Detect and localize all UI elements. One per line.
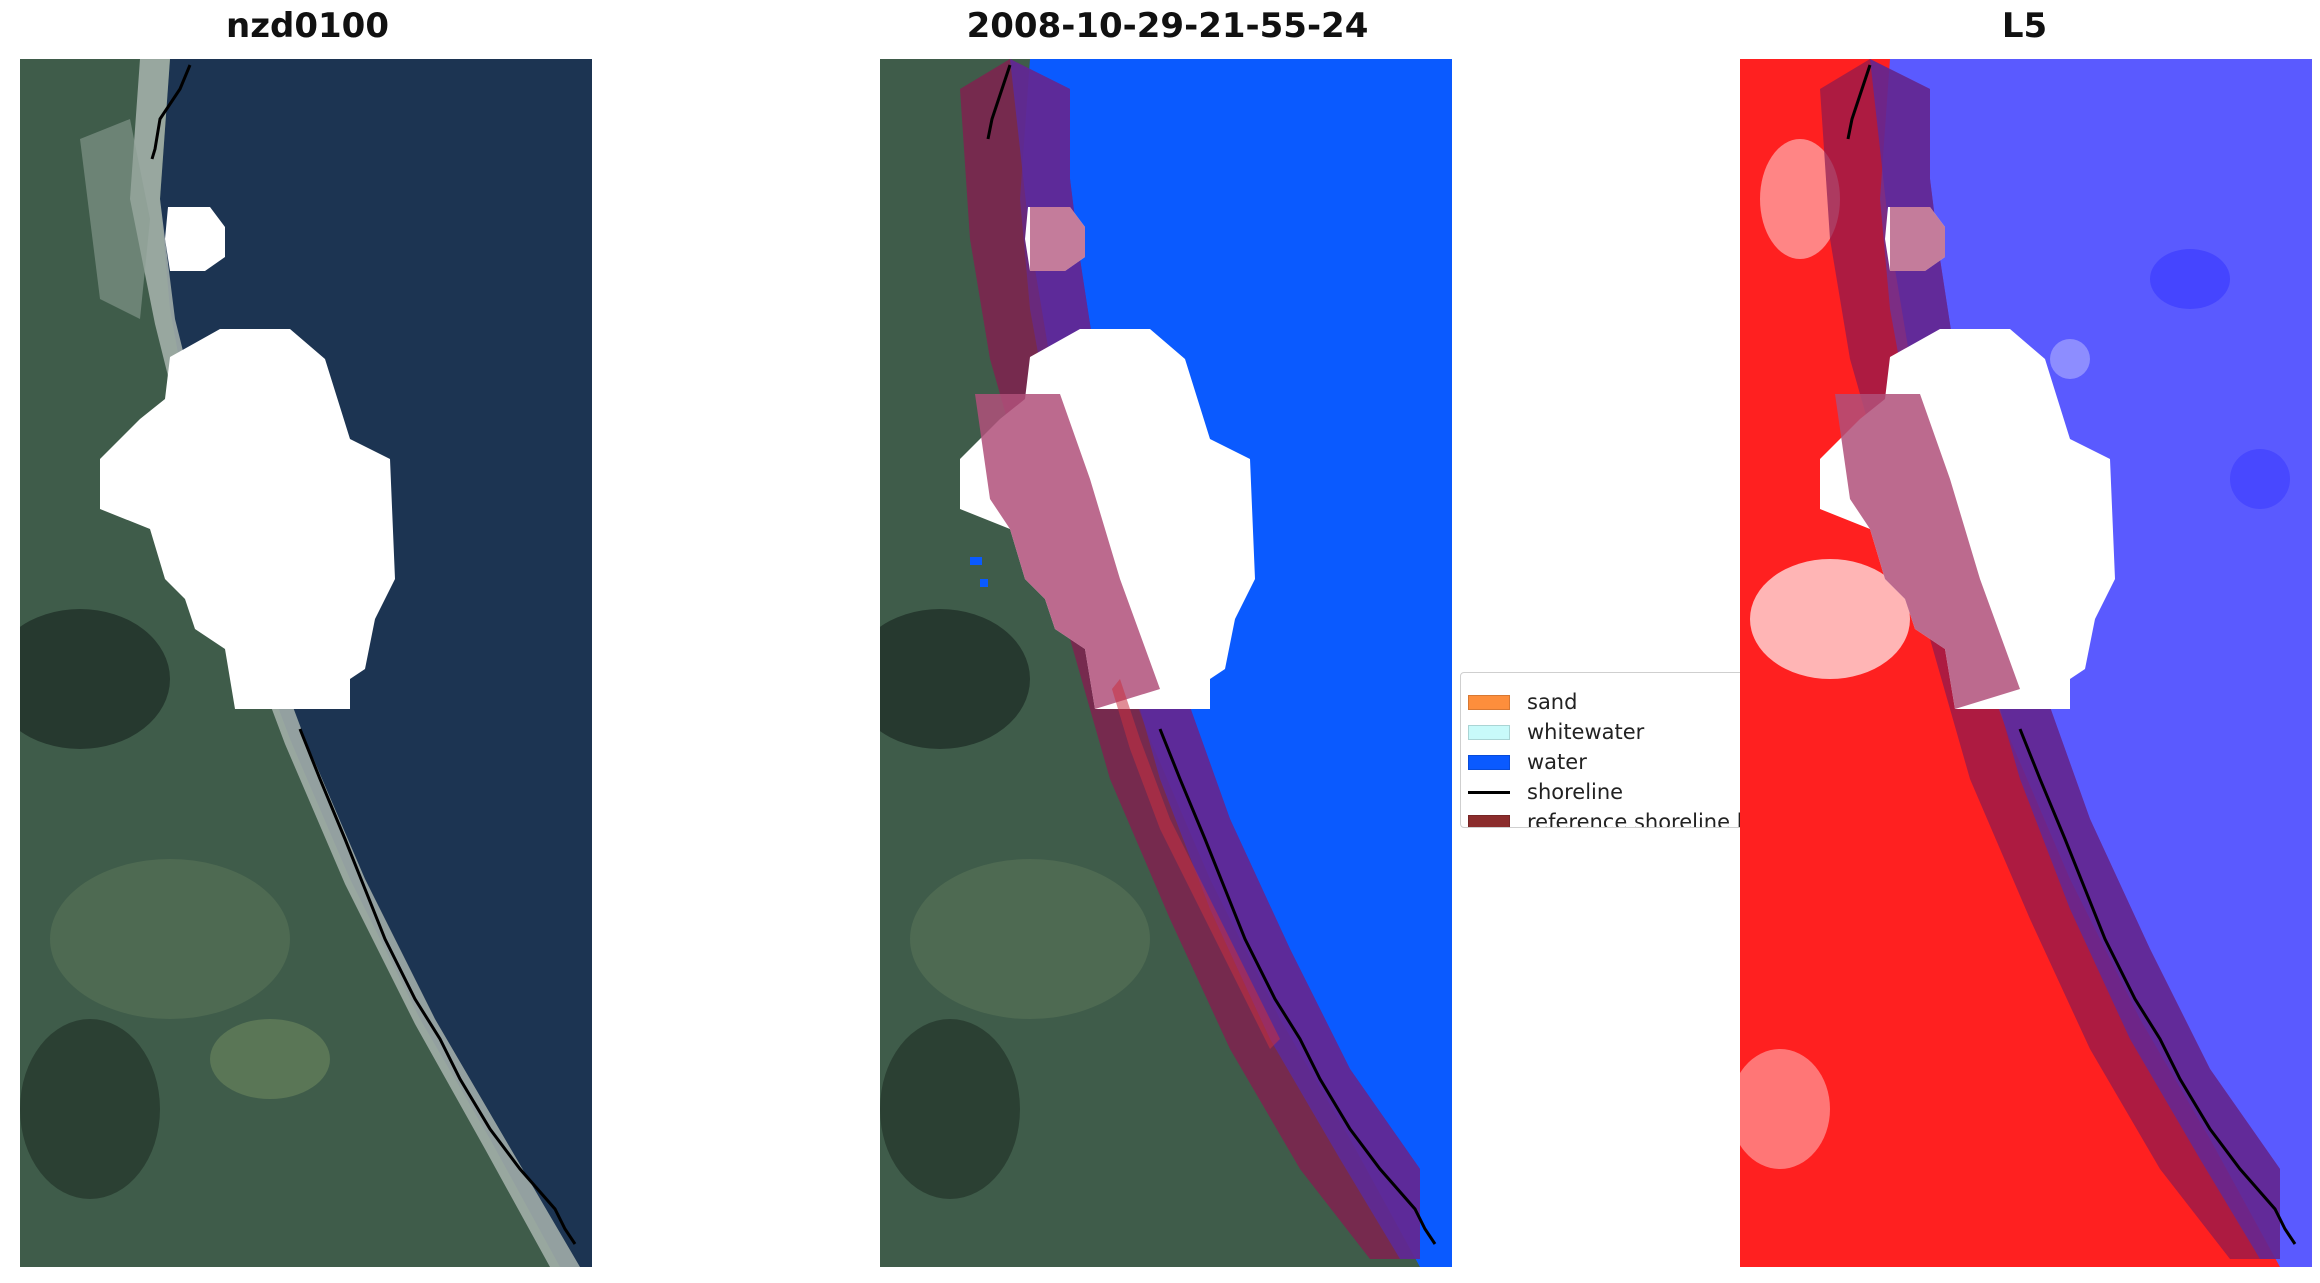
panel-title-1: nzd0100 [226,6,389,46]
rgb-satellite-image [20,59,592,1267]
panel-title-2: 2008-10-29-21-55-24 [966,6,1369,46]
legend-item-sand: sand [1461,687,1759,717]
water-swatch [1468,754,1510,770]
shoreline-line-swatch [1468,790,1510,794]
whitewater-swatch [1468,724,1510,740]
sand-swatch [1468,694,1510,710]
legend-label-shoreline: shoreline [1527,780,1624,804]
l5-index-image [1740,59,2312,1267]
panel-title-3: L5 [2001,6,2048,46]
legend-item-whitewater: whitewater [1461,717,1759,747]
legend-label-sand: sand [1527,690,1578,714]
legend-label-whitewater: whitewater [1527,720,1645,744]
legend-item-water: water [1461,747,1759,777]
legend-item-shoreline: shoreline [1461,777,1759,807]
legend-label-water: water [1527,750,1587,774]
legend: sand whitewater water shoreline referenc… [1460,672,1760,828]
legend-item-reference-buffer: reference shoreline buffer [1461,807,1759,828]
classified-image [880,59,1452,1267]
buffer-swatch [1468,814,1510,827]
legend-label-reference-buffer: reference shoreline buffer [1527,810,1759,828]
